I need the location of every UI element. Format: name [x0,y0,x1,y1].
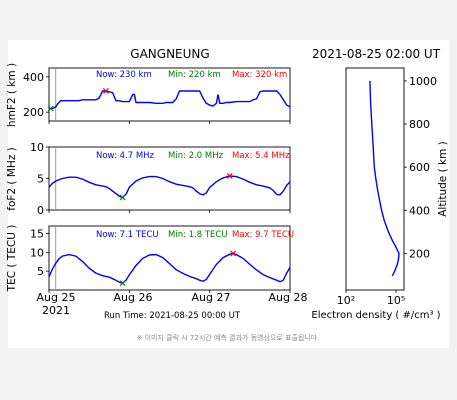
fof2-y-axis-label: foF2 ( MHz ) [6,147,18,211]
tec-max-marker [230,250,237,257]
hmf2-max-marker [102,88,109,94]
hmf2-series-line [49,90,291,110]
profile-x-tick-label-0: 10² [337,294,355,307]
tec-y-tick-label-15: 15 [30,228,44,241]
profile-y-tick-label-200: 200 [409,247,430,260]
fof2-axes-frame [48,146,291,211]
hmf2-max-label: Max: 320 km [232,70,287,80]
tec-panel: 5 10 15 TEC ( TECU ) Now: 7.1 TECU Min: 1.8 T… [6,225,294,293]
profile-y-tick-label-400: 400 [409,204,430,217]
tec-max-label: Max: 9.7 TECU [232,230,294,240]
fof2-y-tick-label-5: 5 [37,173,44,186]
fof2-y-tick-label-10: 10 [30,141,44,154]
footnote: ※ 이미지 클릭 시 72시간 예측 결과가 동영상으로 표출됩니다. [137,333,320,342]
tec-now-label: Now: 7.1 TECU [96,230,159,240]
tec-y-tick-label-10: 10 [30,246,44,259]
tec-series-line [48,252,291,284]
profile-x-axis-label: Electron density ( #/cm³ ) [311,310,440,321]
timestamp-title: 2021-08-25 02:00 UT [312,47,441,61]
hmf2-y-axis-label: hmF2 ( km ) [6,63,18,127]
fof2-y-tick-label-0: 0 [37,204,44,217]
fof2-min-label: Min: 2.0 MHz [168,151,224,161]
hmf2-panel: 200 400 hmF2 ( km ) Now: 230 km Min: 220 km M… [6,63,291,127]
fof2-series-line [48,175,291,199]
fof2-now-label: Now: 4.7 MHz [96,151,155,161]
profile-density-line [369,80,400,277]
hmf2-y-tick-label-200: 200 [23,106,44,119]
hmf2-now-label: Now: 230 km [96,70,152,80]
fof2-max-marker [226,173,233,179]
fof2-panel: 0 5 10 foF2 ( MHz ) Now: 4.7 MHz Min: 2.0 MHz… [6,141,291,217]
electron-density-profile: 200 400 600 800 1000 10² 10⁵ Altitude ( km ) Ele… [311,67,449,321]
tec-axes-frame [48,225,291,291]
fof2-min-marker [119,194,126,201]
station-title: GANGNEUNG [130,47,209,61]
date-label-aug-26: Aug 26 [114,291,153,304]
date-label-aug-27: Aug 27 [192,291,231,304]
fof2-max-label: Max: 5.4 MHz [232,151,290,161]
profile-y-axis-label: Altitude ( km ) [437,141,449,217]
tec-y-tick-label-5: 5 [37,265,44,278]
year-label: 2021 [42,304,70,317]
hmf2-min-label: Min: 220 km [168,70,221,80]
date-label-aug-28: Aug 28 [269,291,308,304]
profile-y-tick-label-600: 600 [409,161,430,174]
hmf2-min-marker [47,105,54,112]
tec-min-label: Min: 1.8 TECU [168,230,228,240]
time-series-panels: 200 400 hmF2 ( km ) Now: 230 km Min: 220 km M… [6,63,294,293]
run-time-label: Run Time: 2021-08-25 00:00 UT [104,311,241,321]
profile-y-tick-label-800: 800 [409,118,430,131]
hmf2-y-tick-label-400: 400 [23,71,44,84]
profile-x-tick-label-1: 10⁵ [387,294,405,307]
date-label-aug-25: Aug 25 [37,291,76,304]
profile-y-tick-label-1000: 1000 [409,75,437,88]
tec-min-marker [119,280,126,287]
hmf2-axes-frame [48,67,291,122]
tec-y-axis-label: TEC ( TECU ) [6,225,18,293]
profile-axes-frame [345,67,405,291]
